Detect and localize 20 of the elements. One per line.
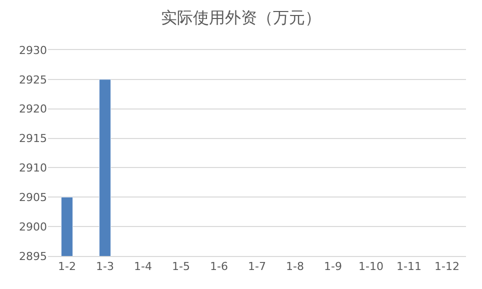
x-tick-label: 1-3 — [96, 260, 114, 274]
y-tick-label: 2930 — [19, 44, 47, 57]
x-tick-label: 1-8 — [286, 260, 304, 274]
y-tick-label: 2895 — [19, 250, 47, 263]
x-tick-label: 1-9 — [324, 260, 342, 274]
y-tick-label: 2900 — [19, 220, 47, 234]
y-tick-label: 2925 — [19, 73, 47, 86]
x-tick-label: 1-6 — [210, 260, 228, 274]
x-tick-label: 1-4 — [134, 260, 152, 274]
x-tick-label: 1-7 — [248, 260, 266, 274]
y-tick-label: 2910 — [19, 162, 47, 175]
x-tick-label: 1-2 — [58, 260, 76, 274]
x-tick-label: 1-11 — [396, 260, 422, 274]
x-tick-label: 1-12 — [434, 260, 460, 274]
y-tick-label: 2920 — [19, 102, 47, 116]
chart-title: 实际使用外资（万元） — [161, 8, 321, 27]
y-tick-label: 2915 — [19, 132, 47, 146]
x-tick-label: 1-5 — [172, 260, 190, 274]
x-tick-label: 1-10 — [358, 260, 384, 274]
y-tick-label: 2905 — [19, 190, 47, 204]
